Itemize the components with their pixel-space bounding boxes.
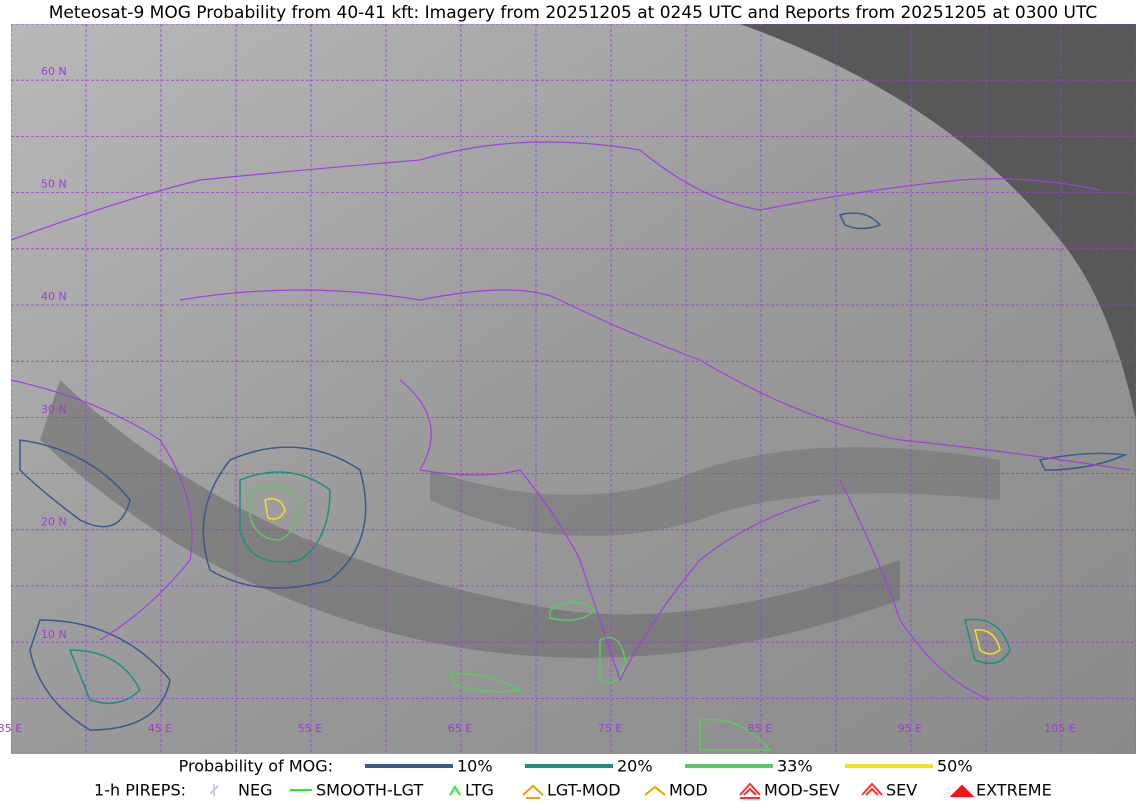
pirep-icon [449,785,461,796]
legend-text: 33% [777,757,813,776]
pirep-icon [644,785,666,796]
lon-label: 35 E [0,722,22,735]
lon-label: 105 E [1044,722,1075,735]
legend-text: LTG [465,781,494,800]
pirep-icon [861,782,883,796]
map [11,24,1136,754]
graticule [11,24,1136,754]
lat-label: 40 N [41,290,67,303]
lat-label: 10 N [41,628,67,641]
dry-band [430,447,1000,536]
lat-labels: 60 N 50 N 40 N 30 N 20 N 10 N [41,65,67,641]
legend-text: NEG [238,781,272,800]
legend-text: LGT-MOD [547,781,621,800]
lat-label: 50 N [41,178,67,191]
lat-label: 60 N [41,65,67,78]
lon-label: 55 E [298,722,322,735]
dry-band [40,380,900,658]
contours [19,212,1128,751]
probability-legend: 10% 20% 33% 50% [365,757,973,776]
legend-text: SMOOTH-LGT [316,781,423,800]
legend-text: SEV [886,781,917,800]
pirep-icon [949,784,975,797]
legend-text: 50% [937,757,973,776]
lat-label: 30 N [41,403,67,416]
lon-label: 95 E [898,722,922,735]
pirep-icon [209,784,219,796]
pirep-icon [739,782,761,799]
title: Meteosat-9 MOG Probability from 40-41 kf… [49,3,1098,23]
space [740,24,1136,420]
borders [11,141,1131,701]
lon-label: 75 E [598,722,622,735]
pirep-legend: NEG SMOOTH-LGT LTG LGT-MOD MOD MOD-SEV SEV EXTR… [209,781,1052,800]
legend-label: Probability of MOG: [179,757,333,776]
legend-text: MOD [669,781,708,800]
lon-labels: 35 E 45 E 55 E 65 E 75 E 85 E 95 E 105 E [0,722,1076,735]
lon-label: 65 E [448,722,472,735]
legend-label: 1-h PIREPS: [94,781,186,800]
legend-text: EXTREME [976,781,1052,800]
lon-label: 85 E [748,722,772,735]
legend-text: 20% [617,757,653,776]
lon-label: 45 E [148,722,172,735]
pirep-icon [522,784,544,799]
legend-text: 10% [457,757,493,776]
lat-label: 20 N [41,515,67,528]
legend-text: MOD-SEV [764,781,840,800]
